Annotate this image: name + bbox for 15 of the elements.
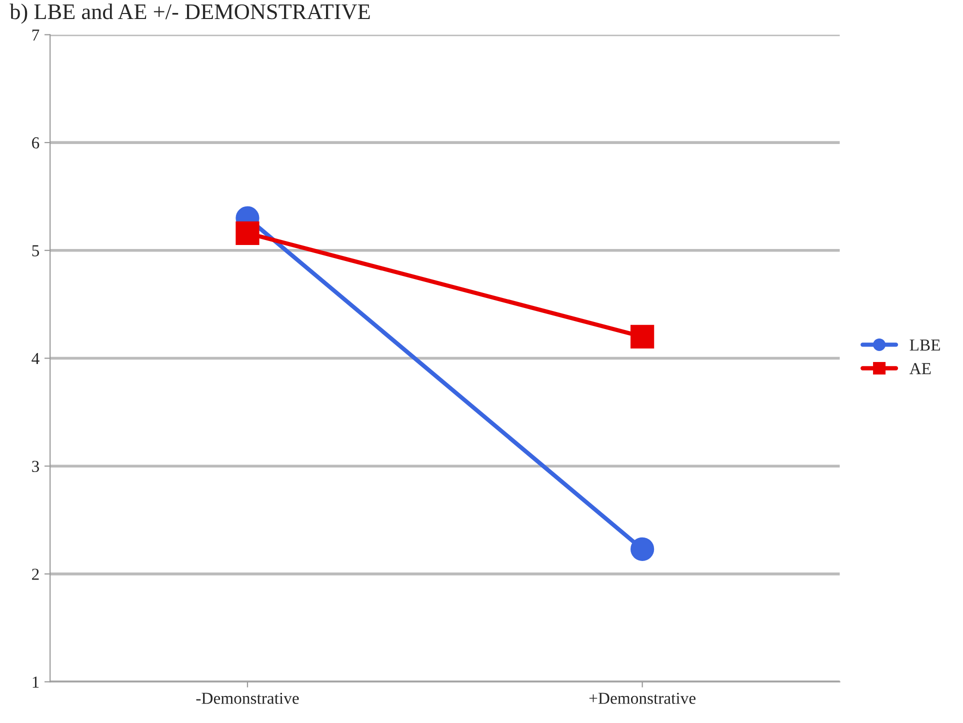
y-tick-label: 1	[32, 676, 39, 688]
y-tick-label: 4	[32, 353, 40, 364]
y-tick-label: 5	[32, 245, 40, 256]
y-tick-label: 2	[32, 568, 39, 580]
point	[630, 324, 654, 348]
x-tick-label: +Demonstrative	[589, 692, 696, 704]
point	[236, 221, 260, 245]
y-tick-label: 6	[32, 137, 40, 148]
x-tick-label: -Demonstrative	[196, 692, 299, 704]
legend-label: AE	[909, 363, 931, 374]
y-tick-label: 7	[32, 30, 40, 40]
point	[630, 537, 654, 561]
chart-title: b) LBE and AE +/- DEMONSTRATIVE	[10, 4, 370, 24]
y-tick-label: 3	[32, 460, 40, 472]
legend-label: LBE	[910, 340, 940, 351]
